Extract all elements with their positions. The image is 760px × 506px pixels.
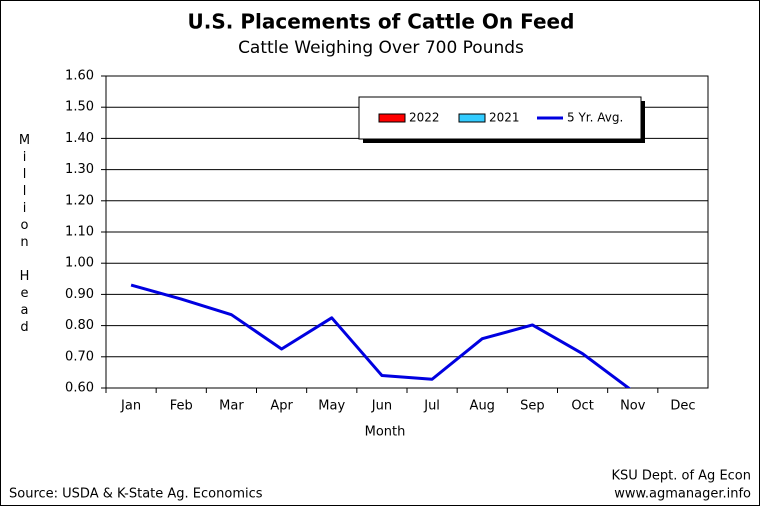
legend-label: 2022 [409, 111, 440, 125]
legend-swatch [458, 113, 486, 123]
y-tick-label: 1.20 [65, 193, 94, 208]
x-tick-label: Feb [170, 399, 193, 414]
credit: KSU Dept. of Ag Econ [611, 469, 751, 484]
chart-title: U.S. Placements of Cattle On Feed [188, 10, 575, 34]
x-tick-label: Dec [670, 399, 695, 414]
chart-subtitle: Cattle Weighing Over 700 Pounds [238, 38, 524, 58]
y-tick-label: 1.50 [65, 100, 94, 115]
y-tick-label: 1.40 [65, 131, 94, 146]
x-tick-label: Jan [120, 399, 141, 414]
x-tick-label: Jun [371, 399, 392, 414]
y-tick-label: 1.60 [65, 69, 94, 84]
source: Source: USDA & K-State Ag. Economics [9, 487, 263, 502]
line-series [130, 283, 632, 388]
x-tick-label: Apr [270, 399, 293, 414]
plot-area [130, 283, 632, 388]
x-tick-label: Aug [470, 399, 495, 414]
credit: www.agmanager.info [614, 487, 751, 502]
y-tick-label: 1.00 [65, 256, 94, 271]
x-tick-label: Nov [620, 399, 646, 414]
legend-label: 2021 [489, 111, 520, 125]
y-tick-label: 0.60 [65, 381, 94, 396]
y-tick-label: 0.90 [65, 287, 94, 302]
x-tick-label: Oct [571, 399, 593, 414]
y-tick-label: 1.10 [65, 225, 94, 240]
legend-swatch [378, 113, 406, 123]
x-tick-label: May [318, 399, 345, 414]
y-tick-label: 0.80 [65, 318, 94, 333]
x-tick-label: Mar [219, 399, 244, 414]
x-tick-label: Jul [423, 399, 440, 414]
x-axis-label: Month [365, 425, 406, 440]
legend [358, 96, 642, 140]
y-axis-label: Million Head [17, 133, 32, 337]
y-tick-label: 0.70 [65, 349, 94, 364]
y-tick-label: 1.30 [65, 162, 94, 177]
x-tick-label: Sep [520, 399, 545, 414]
legend-label: 5 Yr. Avg. [567, 111, 623, 125]
